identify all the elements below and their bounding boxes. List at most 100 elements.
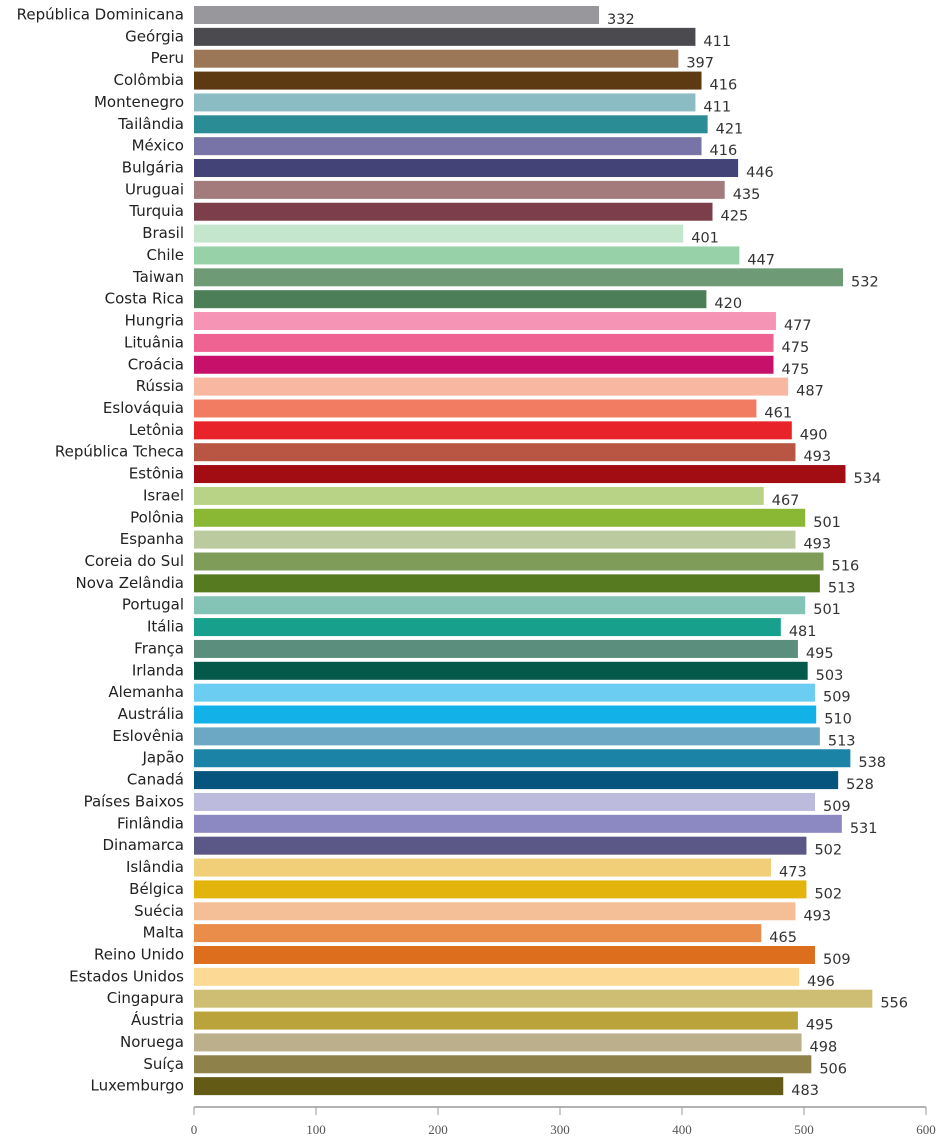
category-label: Japão [141, 749, 184, 767]
bar [194, 574, 820, 593]
category-label: Bélgica [129, 880, 184, 898]
bar [194, 814, 842, 833]
category-label: Rússia [136, 377, 184, 395]
category-label: Alemanha [108, 683, 184, 701]
category-label: Luxemburgo [91, 1077, 185, 1095]
category-label: Uruguai [125, 180, 184, 198]
category-label: Coreia do Sul [84, 552, 184, 570]
category-label: Irlanda [132, 661, 184, 679]
category-label: Islândia [126, 858, 184, 876]
value-label: 416 [710, 143, 738, 159]
category-label: Cingapura [107, 989, 184, 1007]
value-label: 475 [782, 362, 810, 378]
category-label: Polônia [130, 508, 184, 526]
value-label: 501 [813, 515, 841, 531]
value-label: 509 [823, 690, 851, 706]
value-label: 495 [806, 646, 834, 662]
category-label: Reino Unido [94, 945, 184, 963]
category-label: Suécia [134, 902, 184, 920]
category-label: Croácia [128, 355, 184, 373]
x-tick-label: 400 [672, 1122, 692, 1137]
category-label: França [134, 639, 184, 657]
bar [194, 312, 776, 331]
category-label: Malta [143, 924, 184, 942]
value-label: 461 [764, 405, 792, 421]
category-label: Países Baixos [84, 792, 185, 810]
value-label: 411 [703, 34, 731, 50]
x-tick-label: 300 [550, 1122, 570, 1137]
value-label: 447 [747, 252, 775, 268]
bar [194, 618, 781, 637]
category-label: República Tcheca [55, 443, 184, 461]
value-label: 411 [703, 99, 731, 115]
x-tick-label: 600 [916, 1122, 936, 1137]
category-label: Brasil [142, 224, 184, 242]
bar [194, 792, 815, 811]
value-label: 532 [851, 274, 879, 290]
x-tick-label: 0 [191, 1122, 198, 1137]
bar [194, 552, 824, 571]
x-tick-label: 200 [428, 1122, 448, 1137]
value-label: 435 [733, 187, 761, 203]
category-label: Hungria [125, 312, 184, 330]
bar [194, 902, 796, 921]
category-label: Noruega [120, 1033, 184, 1051]
bar [194, 421, 792, 440]
bar [194, 180, 725, 199]
bar [194, 486, 764, 505]
bar [194, 268, 844, 287]
category-label: Estados Unidos [69, 967, 184, 985]
bar [194, 1033, 802, 1052]
category-label: Austrália [118, 705, 184, 723]
value-label: 501 [813, 602, 841, 618]
category-label: Itália [147, 618, 184, 636]
category-label: Costa Rica [105, 290, 184, 308]
bar [194, 596, 806, 615]
bar [194, 246, 740, 265]
value-label: 473 [779, 865, 807, 881]
category-label: Áustria [131, 1010, 184, 1029]
bar [194, 858, 772, 877]
category-label: Dinamarca [103, 836, 185, 854]
category-label: Espanha [120, 530, 184, 548]
value-label: 510 [824, 712, 852, 728]
category-label: Tailândia [117, 115, 184, 133]
value-label: 425 [721, 209, 749, 225]
bar [194, 465, 846, 484]
category-label: Montenegro [94, 93, 184, 111]
category-label: Israel [143, 486, 184, 504]
bar [194, 945, 815, 964]
value-label: 498 [810, 1039, 838, 1055]
category-label: México [132, 137, 184, 155]
category-label: Taiwan [132, 268, 184, 286]
bar [194, 683, 815, 702]
bar [194, 639, 798, 658]
value-label: 513 [828, 580, 856, 596]
value-label: 538 [858, 755, 886, 771]
bar [194, 508, 806, 527]
category-label: Suíça [143, 1055, 184, 1073]
value-label: 531 [850, 821, 878, 837]
value-label: 502 [814, 886, 842, 902]
bar [194, 355, 774, 374]
bar [194, 115, 708, 134]
bar [194, 880, 807, 899]
value-label: 513 [828, 733, 856, 749]
bar [194, 71, 702, 90]
bar [194, 661, 808, 680]
bar [194, 530, 796, 549]
value-label: 490 [800, 427, 828, 443]
x-tick-label: 500 [794, 1122, 814, 1137]
category-label: República Dominicana [17, 6, 184, 24]
category-label: Turquia [128, 202, 184, 220]
value-label: 493 [803, 908, 831, 924]
bar [194, 159, 739, 178]
value-label: 332 [607, 12, 635, 28]
bar [194, 924, 762, 943]
value-label: 467 [772, 493, 800, 509]
bar [194, 202, 713, 221]
category-label: Canadá [127, 771, 184, 789]
bar [194, 989, 873, 1008]
category-label: Finlândia [117, 814, 184, 832]
